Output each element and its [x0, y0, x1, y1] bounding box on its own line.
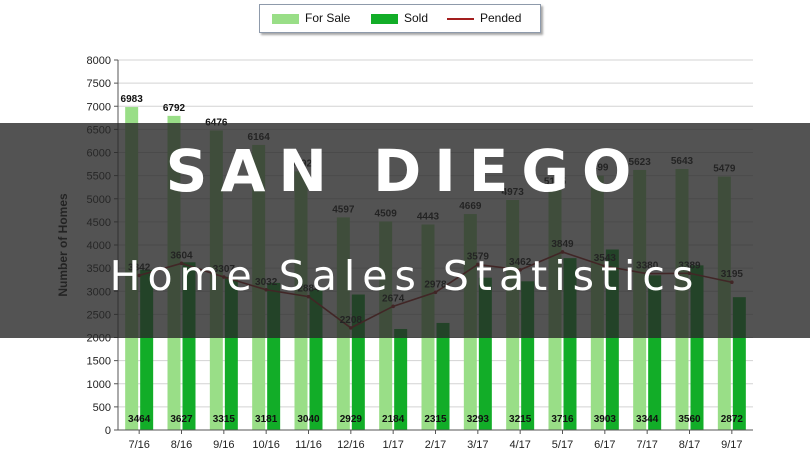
sold-value-label: 2872 [721, 414, 744, 425]
x-tick-label: 2/17 [425, 439, 446, 450]
y-tick-label: 8000 [87, 55, 111, 67]
banner-title: SAN DIEGO [165, 137, 645, 205]
x-tick-label: 12/16 [337, 439, 365, 450]
sold-value-label: 3903 [594, 414, 617, 425]
x-tick-label: 8/17 [679, 439, 700, 450]
y-tick-label: 1500 [87, 356, 111, 368]
x-tick-label: 7/16 [128, 439, 149, 450]
sold-value-label: 3315 [213, 414, 236, 425]
pended-swatch [447, 18, 474, 20]
x-tick-label: 11/16 [295, 439, 322, 450]
x-tick-label: 7/17 [636, 439, 657, 450]
x-tick-label: 4/17 [509, 439, 530, 450]
sold-swatch [371, 14, 398, 24]
sold-value-label: 3181 [255, 414, 278, 425]
sold-bar [394, 328, 408, 430]
y-tick-label: 1000 [87, 379, 111, 391]
x-tick-label: 6/17 [594, 439, 615, 450]
legend-label-sold: Sold [404, 11, 429, 25]
sold-value-label: 3716 [551, 414, 574, 425]
x-tick-label: 8/16 [171, 439, 192, 450]
x-tick-label: 3/17 [467, 439, 488, 450]
x-tick-label: 1/17 [382, 439, 403, 450]
chart-legend: For Sale Sold Pended [259, 4, 541, 33]
sold-value-label: 3560 [678, 414, 701, 425]
sold-value-label: 3293 [467, 414, 490, 425]
sold-value-label: 3215 [509, 414, 532, 425]
sold-value-label: 3344 [636, 414, 659, 425]
sold-value-label: 3040 [297, 414, 320, 425]
x-tick-label: 10/16 [252, 439, 280, 450]
y-tick-label: 0 [105, 425, 111, 437]
x-tick-label: 9/16 [213, 439, 234, 450]
x-tick-label: 9/17 [721, 439, 742, 450]
sold-value-label: 3627 [170, 414, 193, 425]
legend-label-pended: Pended [480, 11, 522, 25]
y-tick-label: 7000 [87, 101, 111, 113]
sold-value-label: 2184 [382, 414, 405, 425]
for-sale-value-label: 6983 [121, 94, 144, 105]
sold-value-label: 3464 [128, 414, 151, 425]
x-tick-label: 5/17 [552, 439, 573, 450]
legend-label-for-sale: For Sale [305, 11, 351, 25]
for-sale-swatch [272, 14, 299, 24]
title-banner [0, 123, 810, 338]
y-tick-label: 500 [93, 402, 111, 414]
banner-subtitle: Home Sales Statistics [109, 252, 701, 300]
sold-value-label: 2315 [424, 414, 447, 425]
sold-value-label: 2929 [340, 414, 363, 425]
for-sale-value-label: 6792 [163, 103, 186, 114]
for-sale-value-label: 6476 [205, 117, 228, 128]
y-tick-label: 7500 [87, 78, 111, 90]
sold-bar [436, 322, 450, 430]
